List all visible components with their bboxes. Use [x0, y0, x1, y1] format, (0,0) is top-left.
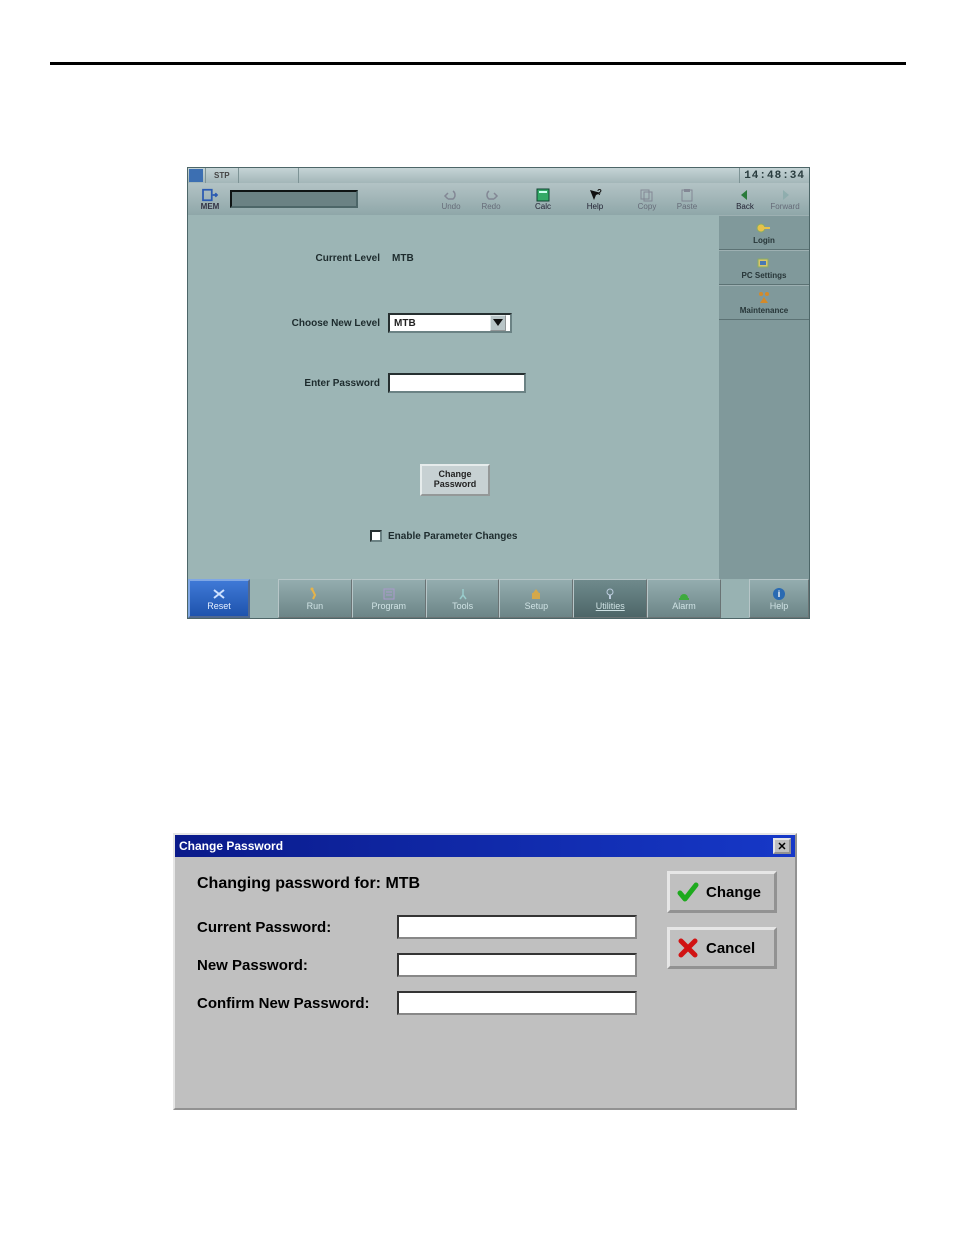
- svg-text:i: i: [778, 589, 781, 599]
- confirm-password-row: Confirm New Password:: [197, 991, 773, 1015]
- back-label: Back: [736, 202, 754, 211]
- reset-button[interactable]: Reset: [188, 579, 250, 618]
- current-level-value: MTB: [388, 253, 414, 264]
- paste-label: Paste: [677, 202, 697, 211]
- tools-button[interactable]: Tools: [426, 579, 500, 618]
- change-pw-l1: Change: [438, 469, 471, 479]
- pcsettings-tab[interactable]: PC Settings: [719, 250, 809, 285]
- change-password-button[interactable]: ChangePassword: [420, 464, 490, 496]
- paste-button[interactable]: Paste: [667, 188, 707, 211]
- program-label: Program: [371, 601, 406, 611]
- choose-level-select[interactable]: MTB: [388, 313, 512, 333]
- dialog-change-button[interactable]: Change: [667, 871, 777, 913]
- bottom-nav: Reset Run Program Tools Setup Utilities …: [188, 579, 809, 618]
- enable-param-checkbox[interactable]: [370, 530, 382, 542]
- maintenance-tab[interactable]: Maintenance: [719, 285, 809, 320]
- program-button[interactable]: Program: [352, 579, 426, 618]
- dialog-change-label: Change: [706, 884, 761, 901]
- toolbar-input[interactable]: [230, 190, 358, 208]
- alarm-label: Alarm: [672, 601, 696, 611]
- maintenance-tab-label: Maintenance: [740, 306, 788, 315]
- help-button[interactable]: ? Help: [575, 188, 615, 211]
- titlebar-slot: [238, 168, 298, 183]
- current-level-label: Current Level: [248, 253, 388, 264]
- utilities-label: Utilities: [596, 601, 625, 611]
- password-row: Enter Password: [248, 373, 526, 393]
- undo-label: Undo: [441, 202, 460, 211]
- calc-button[interactable]: Calc: [523, 188, 563, 211]
- current-level-row: Current Level MTB: [248, 253, 414, 264]
- password-input[interactable]: [388, 373, 526, 393]
- enable-param-row: Enable Parameter Changes: [370, 530, 518, 542]
- choose-level-value: MTB: [394, 318, 416, 329]
- clock: 14:48:34: [740, 170, 809, 182]
- new-password-label: New Password:: [197, 957, 397, 974]
- login-tab[interactable]: Login: [719, 215, 809, 250]
- redo-label: Redo: [481, 202, 500, 211]
- calc-label: Calc: [535, 202, 551, 211]
- nav-help-button[interactable]: i Help: [749, 579, 809, 618]
- undo-button[interactable]: Undo: [431, 188, 471, 211]
- redo-button[interactable]: Redo: [471, 188, 511, 211]
- password-label: Enter Password: [248, 378, 388, 389]
- setup-label: Setup: [525, 601, 549, 611]
- copy-label: Copy: [638, 202, 657, 211]
- dialog-cancel-button[interactable]: Cancel: [667, 927, 777, 969]
- dialog-body: Changing password for: MTB Current Passw…: [175, 857, 795, 1108]
- utilities-button[interactable]: Utilities: [573, 579, 647, 618]
- side-panel: Login PC Settings Maintenance: [719, 215, 809, 579]
- choose-level-label: Choose New Level: [248, 318, 388, 329]
- nav-spacer: [250, 579, 278, 618]
- nav-help-label: Help: [770, 601, 789, 611]
- alarm-button[interactable]: Alarm: [647, 579, 721, 618]
- help-label: Help: [587, 202, 603, 211]
- dialog-titlebar: Change Password ✕: [175, 835, 795, 857]
- close-icon[interactable]: ✕: [773, 838, 791, 854]
- pcsettings-tab-label: PC Settings: [742, 271, 787, 280]
- login-form: Current Level MTB Choose New Level MTB E…: [188, 215, 719, 579]
- enable-param-label: Enable Parameter Changes: [388, 531, 518, 542]
- choose-level-row: Choose New Level MTB: [248, 313, 512, 333]
- current-password-input[interactable]: [397, 915, 637, 939]
- copy-button[interactable]: Copy: [627, 188, 667, 211]
- change-password-dialog: Change Password ✕ Changing password for:…: [173, 833, 797, 1110]
- mem-label: MEM: [201, 202, 220, 211]
- run-label: Run: [307, 601, 324, 611]
- change-pw-l2: Password: [434, 479, 477, 489]
- reset-label: Reset: [207, 601, 231, 611]
- confirm-password-input[interactable]: [397, 991, 637, 1015]
- current-password-label: Current Password:: [197, 919, 397, 936]
- forward-button[interactable]: Forward: [765, 188, 805, 211]
- back-button[interactable]: Back: [725, 188, 765, 211]
- setup-button[interactable]: Setup: [499, 579, 573, 618]
- confirm-password-label: Confirm New Password:: [197, 995, 397, 1012]
- mode-indicator: STP: [205, 168, 238, 183]
- login-tab-label: Login: [753, 236, 775, 245]
- nav-spacer2: [721, 579, 749, 618]
- svg-text:?: ?: [597, 188, 602, 197]
- forward-label: Forward: [770, 202, 799, 211]
- new-password-input[interactable]: [397, 953, 637, 977]
- dialog-title: Change Password: [179, 839, 283, 853]
- run-button[interactable]: Run: [278, 579, 352, 618]
- mem-button[interactable]: MEM: [192, 188, 228, 211]
- toolbar: MEM Undo Redo Calc ? Help Copy Paste: [188, 183, 809, 215]
- utilities-window: STP 14:48:34 MEM Undo Redo Calc ? Help: [187, 167, 810, 619]
- dialog-cancel-label: Cancel: [706, 940, 755, 957]
- page-divider: [50, 62, 906, 65]
- window-titlebar: STP 14:48:34: [188, 168, 809, 183]
- tools-label: Tools: [452, 601, 473, 611]
- app-icon: [189, 169, 203, 182]
- dropdown-icon[interactable]: [490, 315, 506, 331]
